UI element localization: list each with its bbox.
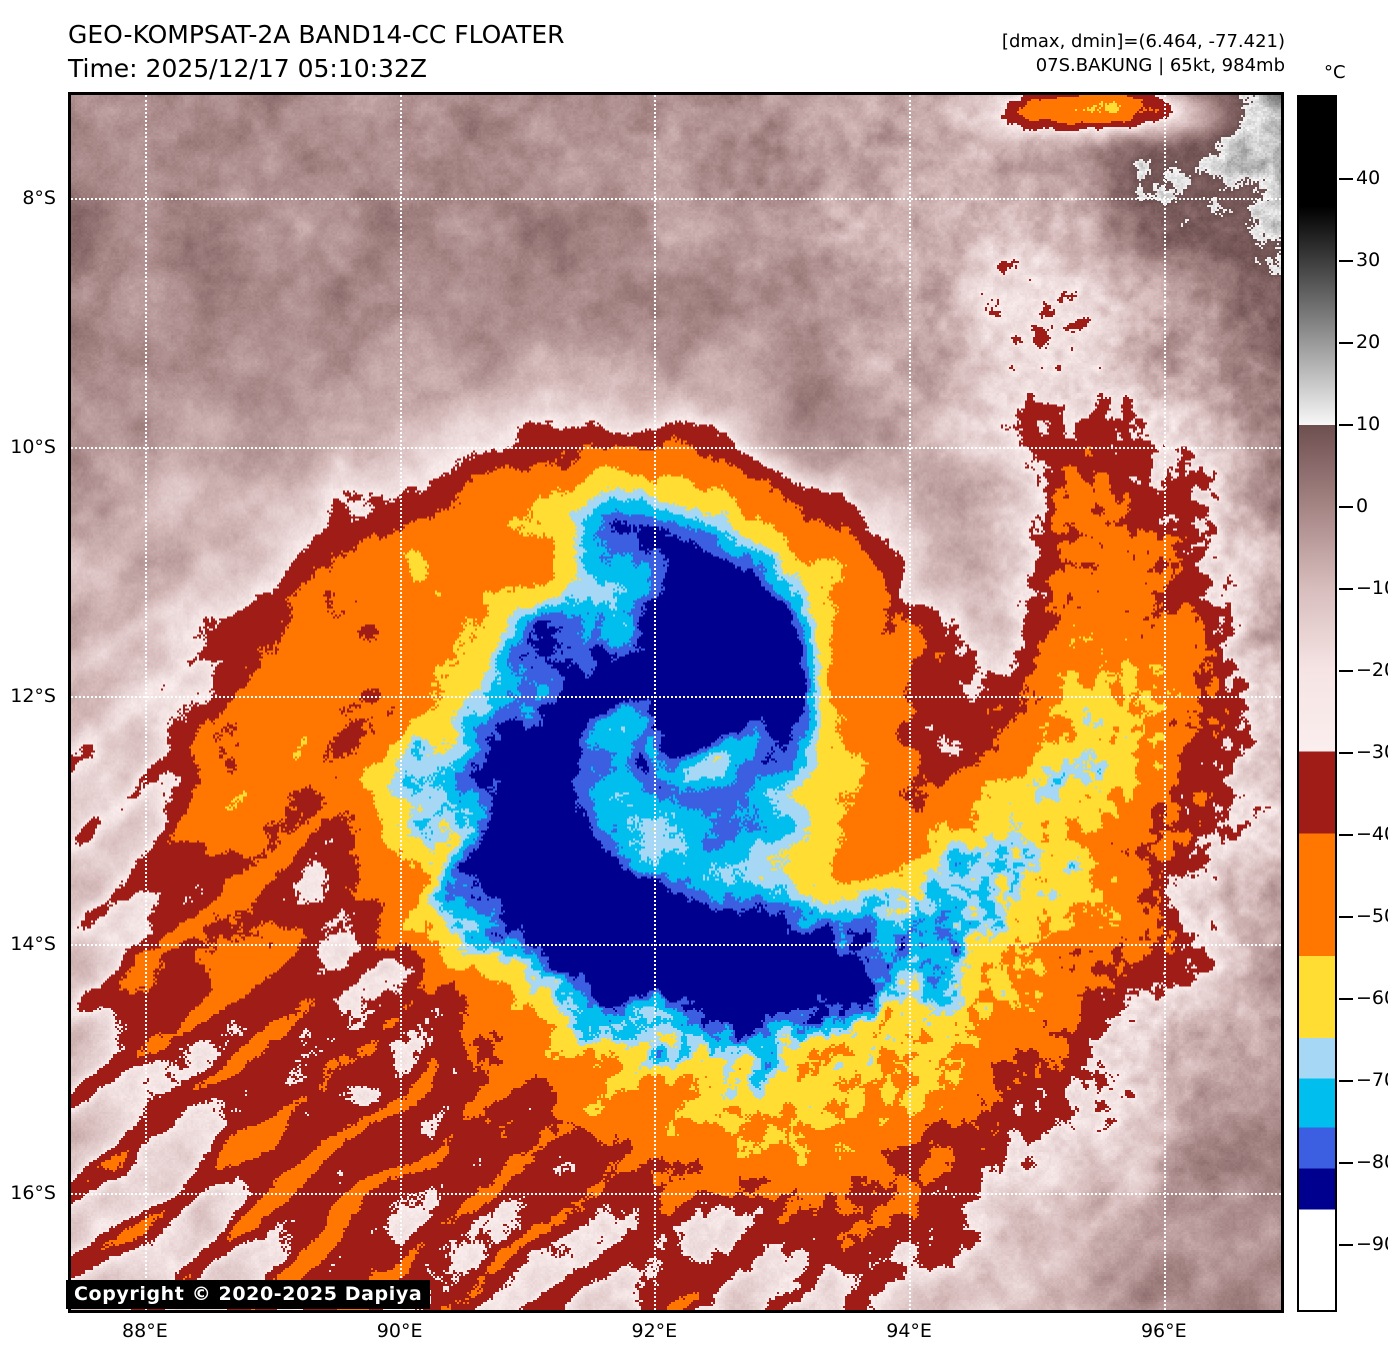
colorbar-gradient (1299, 97, 1335, 1310)
colorbar-tick--80 (1339, 1161, 1353, 1164)
x-tick-label-96: 96°E (1140, 1320, 1187, 1342)
page-title: GEO-KOMPSAT-2A BAND14-CC FLOATER (68, 20, 565, 49)
colorbar-tick-0 (1339, 505, 1353, 508)
colorbar-tick--40 (1339, 833, 1353, 836)
colorbar-tick--50 (1339, 915, 1353, 918)
colorbar-tick--60 (1339, 997, 1353, 1000)
storm-info-label: 07S.BAKUNG | 65kt, 984mb (1035, 55, 1285, 76)
colorbar-tick--30 (1339, 751, 1353, 754)
colorbar-tick-label--50: −50 (1356, 904, 1388, 927)
colorbar-tick-label--70: −70 (1356, 1068, 1388, 1091)
satellite-imagery-canvas (71, 95, 1281, 1310)
timestamp-label: Time: 2025/12/17 05:10:32Z (68, 54, 427, 83)
copyright-watermark: Copyright © 2020-2025 Dapiya (66, 1280, 431, 1309)
y-tick-label-10: 10°S (10, 435, 56, 458)
colorbar-tick-label--60: −60 (1356, 986, 1388, 1009)
colorbar-tick--70 (1339, 1079, 1353, 1082)
info-block: [dmax, dmin]=(6.464, -77.421) 07S.BAKUNG… (1002, 30, 1285, 78)
colorbar-tick-label--40: −40 (1356, 822, 1388, 845)
colorbar-tick-10 (1339, 423, 1353, 426)
colorbar-tick--20 (1339, 669, 1353, 672)
data-range-label: [dmax, dmin]=(6.464, -77.421) (1001, 31, 1285, 52)
y-tick-label-8: 8°S (22, 187, 56, 210)
colorbar-tick-label-30: 30 (1356, 248, 1381, 271)
x-tick-label-88: 88°E (122, 1320, 168, 1342)
x-tick-label-90: 90°E (376, 1320, 423, 1342)
colorbar-tick-label--80: −80 (1356, 1150, 1388, 1173)
colorbar-tick-label--30: −30 (1356, 740, 1388, 763)
satellite-map[interactable] (68, 92, 1284, 1313)
colorbar-tick-label--20: −20 (1356, 658, 1388, 681)
colorbar-tick-label-0: 0 (1356, 494, 1369, 517)
colorbar-tick-label--90: −90 (1356, 1232, 1388, 1255)
x-tick-label-94: 94°E (886, 1320, 932, 1342)
colorbar-unit-label: °C (1324, 62, 1346, 83)
colorbar-tick--90 (1339, 1243, 1353, 1246)
colorbar-tick-30 (1339, 259, 1353, 262)
y-tick-label-14: 14°S (10, 933, 56, 956)
colorbar-tick-label-20: 20 (1356, 330, 1381, 353)
colorbar-tick-label-10: 10 (1356, 412, 1381, 435)
colorbar-tick-40 (1339, 177, 1353, 180)
colorbar[interactable] (1297, 95, 1337, 1312)
colorbar-tick-20 (1339, 341, 1353, 344)
colorbar-tick-label--10: −10 (1356, 576, 1388, 599)
x-tick-label-92: 92°E (631, 1320, 678, 1342)
colorbar-tick--10 (1339, 587, 1353, 590)
y-tick-label-12: 12°S (10, 684, 56, 707)
title-block: GEO-KOMPSAT-2A BAND14-CC FLOATER Time: 2… (68, 18, 565, 86)
colorbar-tick-label-40: 40 (1356, 166, 1381, 189)
y-tick-label-16: 16°S (10, 1182, 56, 1205)
